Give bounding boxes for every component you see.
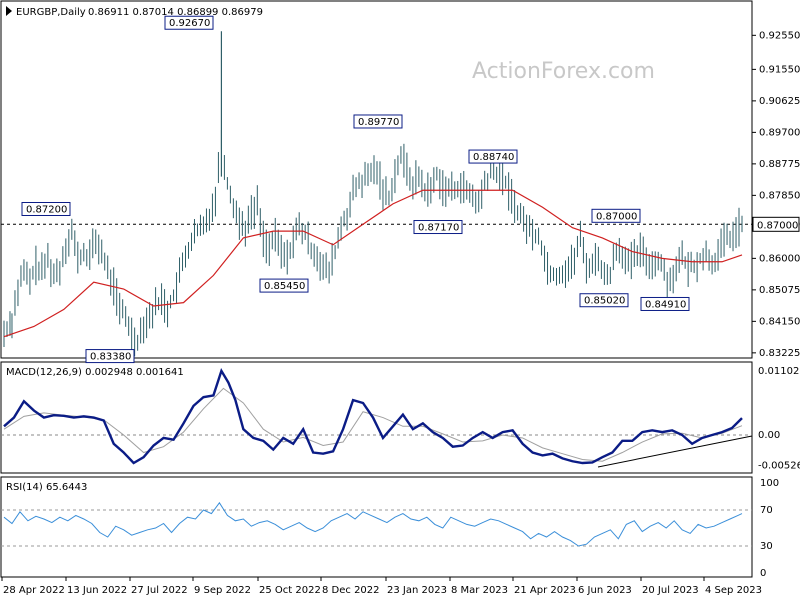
- price-callout-box: [591, 208, 641, 223]
- main-y-tick-label: 0.83225: [759, 348, 800, 359]
- price-callout-label: 0.85450: [264, 281, 305, 292]
- moving-average-line: [3, 189, 743, 338]
- macd-panel-frame: [0, 361, 753, 474]
- x-tick-label: 21 Apr 2023: [514, 585, 576, 596]
- x-tick-label: 8 Dec 2022: [322, 585, 380, 596]
- main-y-tick-label: 0.90625: [759, 96, 800, 107]
- price-callout-box: [413, 220, 463, 235]
- price-callout-box: [85, 349, 135, 364]
- macd-y-axis: 0.011027 0.00 -0.005267: [758, 366, 800, 472]
- x-tick-label: 9 Sep 2022: [194, 585, 251, 596]
- header-symbol: EURGBP,Daily: [16, 7, 86, 18]
- price-callout-label: 0.83380: [90, 352, 131, 363]
- price-callout-box: [259, 278, 309, 293]
- price-callout-box: [640, 296, 690, 311]
- rsi-y-tick-label: 0: [760, 568, 766, 579]
- price-callout-label: 0.87200: [26, 204, 67, 215]
- main-y-axis: 0.92550 0.91550 0.90625 0.89700 0.88775 0.878…: [752, 30, 800, 359]
- main-y-tick-label: 0.88775: [759, 159, 800, 170]
- macd-y-tick-label: 0.00: [758, 430, 780, 441]
- macd-line: [3, 368, 743, 465]
- watermark: ActionForex.com: [472, 59, 655, 84]
- price-callout-label: 0.88740: [473, 152, 514, 163]
- main-y-tick-label: 0.92550: [759, 30, 800, 41]
- price-callout-box: [164, 15, 214, 30]
- main-y-tick-label: 0.87850: [759, 190, 800, 201]
- macd-y-tick-label: 0.011027: [758, 366, 800, 377]
- header-arrow-icon: [6, 6, 12, 16]
- rsi-y-axis: 100 70 30 0: [760, 478, 779, 579]
- x-tick-label: 8 Mar 2023: [451, 585, 508, 596]
- x-tick-label: 23 Jan 2023: [387, 585, 447, 596]
- rsi-y-tick-label: 70: [760, 505, 773, 516]
- price-callout-label: 0.87000: [596, 211, 637, 222]
- price-callout-label: 0.87170: [418, 223, 459, 234]
- rsi-y-tick-label: 30: [760, 541, 773, 552]
- price-callout-label: 0.85020: [584, 296, 625, 307]
- x-tick-label: 13 Jun 2022: [67, 585, 127, 596]
- header: EURGBP,Daily 0.86911 0.87014 0.86899 0.8…: [6, 6, 263, 18]
- macd-y-tick-label: -0.005267: [758, 461, 800, 472]
- price-callout-label: 0.89770: [358, 117, 399, 128]
- main-y-tick-label: 0.86000: [759, 253, 800, 264]
- rsi-line: [3, 501, 743, 547]
- x-tick-label: 20 Jul 2023: [642, 585, 699, 596]
- price-callouts: 0.92670 0.89770 0.88740 0.87200 0.87170 0.870…: [21, 15, 690, 364]
- main-y-tick-label: 0.91550: [759, 64, 800, 75]
- main-y-tick-label: 0.85075: [759, 285, 800, 296]
- rsi-y-tick-label: 100: [760, 478, 779, 489]
- price-callout-label: 0.92670: [169, 18, 210, 29]
- x-tick-label: 6 Jun 2023: [578, 585, 632, 596]
- header-ohlc: 0.86911 0.87014 0.86899 0.86979: [88, 7, 263, 18]
- x-tick-label: 25 Oct 2022: [259, 585, 321, 596]
- price-callout-box: [579, 293, 629, 308]
- macd-title: MACD(12,26,9) 0.002948 0.001641: [6, 367, 184, 378]
- macd-trendline: [597, 435, 753, 468]
- macd-signal-line: [3, 387, 743, 462]
- current-price-tag: 0.87000: [752, 216, 800, 232]
- main-y-tick-label: 0.89700: [759, 127, 800, 138]
- price-callout-box: [21, 201, 71, 216]
- price-callout-box: [353, 114, 403, 129]
- rsi-panel-frame: [0, 476, 753, 578]
- x-tick-label: 27 Jul 2022: [131, 585, 188, 596]
- x-axis: 28 Apr 2022 13 Jun 2022 27 Jul 2022 9 Sep 2…: [1, 577, 762, 596]
- main-y-tick-label: 0.84150: [759, 316, 800, 327]
- price-callout-box: [468, 149, 518, 164]
- rsi-title: RSI(14) 65.6443: [6, 482, 87, 493]
- price-callout-label: 0.84910: [645, 299, 686, 310]
- current-price-label: 0.87000: [757, 220, 798, 231]
- x-tick-label: 28 Apr 2022: [3, 585, 65, 596]
- x-tick-label: 4 Sep 2023: [705, 585, 762, 596]
